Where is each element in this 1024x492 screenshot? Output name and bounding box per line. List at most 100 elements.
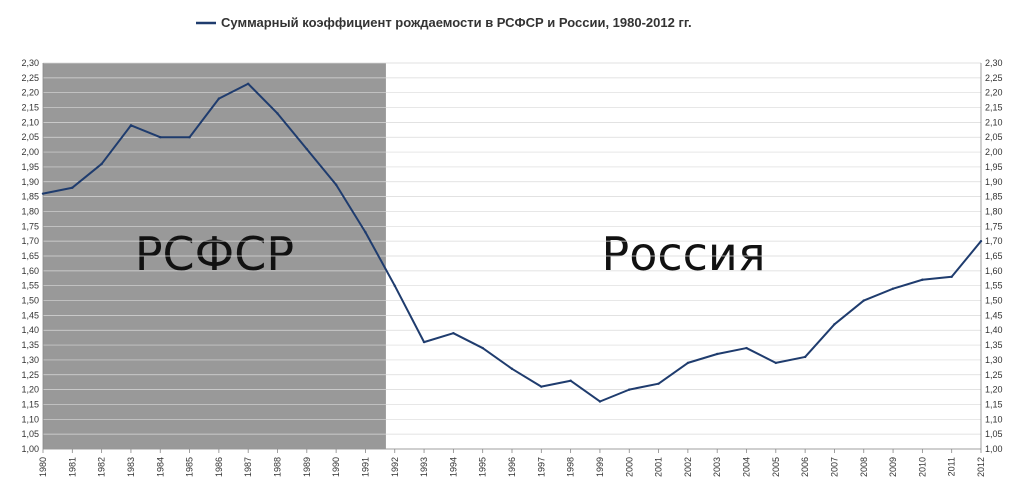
y-tick-label-left: 1,30 xyxy=(21,355,39,365)
x-tick-label: 1993 xyxy=(419,457,429,477)
data-point-1983 xyxy=(129,124,133,127)
data-point-1984 xyxy=(159,136,162,139)
y-tick-label-right: 1,25 xyxy=(985,370,1003,380)
data-point-2001 xyxy=(657,382,660,385)
x-tick-label: 2012 xyxy=(976,457,986,477)
y-tick-label-left: 2,10 xyxy=(21,117,39,127)
x-tick-label: 2000 xyxy=(624,457,634,477)
y-tick-label-right: 1,50 xyxy=(985,296,1003,306)
data-point-1991 xyxy=(364,231,367,234)
x-tick-label: 2003 xyxy=(712,457,722,477)
data-point-2010 xyxy=(921,278,924,281)
y-tick-label-right: 1,60 xyxy=(985,266,1003,276)
x-tick-label: 1989 xyxy=(302,457,312,477)
y-tick-label-right: 2,25 xyxy=(985,73,1003,83)
x-tick-label: 1997 xyxy=(536,457,546,477)
data-point-2007 xyxy=(833,323,836,326)
y-tick-label-left: 1,85 xyxy=(21,192,39,202)
y-tick-label-right: 1,55 xyxy=(985,281,1003,291)
data-point-2005 xyxy=(774,361,778,365)
data-point-1982 xyxy=(100,162,103,166)
x-tick-label: 2006 xyxy=(800,457,810,477)
y-tick-label-right: 1,35 xyxy=(985,340,1003,350)
data-point-1996 xyxy=(510,367,514,371)
axes-layer: 1,00 1,00 1,05 1,05 1,10 1,10 1,15 1,15 1,20 1,20… xyxy=(21,58,1002,477)
y-tick-label-left: 1,60 xyxy=(21,266,39,276)
x-tick-label: 2011 xyxy=(947,457,957,476)
legend-label: Суммарный коэффициент рождаемости в РСФС… xyxy=(221,15,692,30)
x-tick-label: 1992 xyxy=(390,457,400,477)
y-tick-label-left: 2,00 xyxy=(21,147,39,157)
data-point-2008 xyxy=(862,299,865,302)
y-tick-label-left: 1,80 xyxy=(21,206,39,216)
x-tick-label: 2001 xyxy=(654,457,664,477)
y-tick-label-right: 2,00 xyxy=(985,147,1003,157)
x-tick-label: 1999 xyxy=(595,457,605,477)
data-point-1999 xyxy=(598,400,602,403)
x-tick-label: 1982 xyxy=(97,457,107,477)
y-tick-label-left: 1,00 xyxy=(21,444,39,454)
data-point-1994 xyxy=(452,332,455,335)
y-tick-label-right: 1,20 xyxy=(985,385,1003,395)
y-tick-label-right: 1,40 xyxy=(985,325,1003,335)
x-tick-label: 2007 xyxy=(829,457,839,477)
y-tick-label-right: 1,65 xyxy=(985,251,1003,261)
y-tick-label-left: 1,15 xyxy=(21,399,39,409)
x-tick-label: 2009 xyxy=(888,457,898,477)
data-point-1985 xyxy=(188,136,191,139)
x-tick-label: 2005 xyxy=(771,457,781,477)
y-tick-label-right: 2,30 xyxy=(985,58,1003,68)
y-tick-label-right: 2,10 xyxy=(985,117,1003,127)
data-point-1992 xyxy=(393,284,396,287)
y-tick-label-left: 1,50 xyxy=(21,296,39,306)
y-tick-label-left: 1,05 xyxy=(21,429,39,439)
data-point-1990 xyxy=(334,183,338,186)
y-tick-label-left: 1,55 xyxy=(21,281,39,291)
y-tick-label-left: 1,25 xyxy=(21,370,39,380)
y-tick-label-right: 1,15 xyxy=(985,399,1003,409)
data-point-1993 xyxy=(422,340,426,344)
x-tick-label: 2010 xyxy=(917,457,927,477)
y-tick-label-left: 2,30 xyxy=(21,58,39,68)
y-tick-label-left: 2,20 xyxy=(21,88,39,98)
data-point-2006 xyxy=(803,355,807,359)
y-tick-label-left: 1,20 xyxy=(21,385,39,395)
x-tick-label: 1986 xyxy=(214,457,224,477)
y-tick-label-right: 2,05 xyxy=(985,132,1003,142)
y-tick-label-left: 1,70 xyxy=(21,236,39,246)
data-point-1980 xyxy=(41,192,45,195)
data-point-2003 xyxy=(715,352,719,356)
x-tick-label: 1984 xyxy=(155,457,165,477)
y-tick-label-right: 1,70 xyxy=(985,236,1003,246)
x-tick-label: 2008 xyxy=(859,457,869,477)
y-tick-label-left: 1,35 xyxy=(21,340,39,350)
y-tick-label-left: 1,45 xyxy=(21,310,39,320)
data-point-2011 xyxy=(950,275,953,278)
x-tick-label: 1990 xyxy=(331,457,341,477)
x-tick-label: 1988 xyxy=(273,457,283,477)
y-tick-label-right: 1,00 xyxy=(985,444,1003,454)
y-tick-label-left: 1,10 xyxy=(21,414,39,424)
x-tick-label: 1991 xyxy=(360,457,370,477)
y-tick-label-right: 1,05 xyxy=(985,429,1003,439)
y-tick-label-right: 1,45 xyxy=(985,310,1003,320)
data-point-1995 xyxy=(481,346,484,350)
y-tick-label-left: 1,95 xyxy=(21,162,39,172)
x-tick-label: 2004 xyxy=(742,457,752,477)
data-point-1986 xyxy=(217,97,221,100)
data-point-1998 xyxy=(569,379,572,382)
data-point-1997 xyxy=(540,385,543,388)
x-tick-label: 1995 xyxy=(478,457,488,477)
y-tick-label-right: 2,20 xyxy=(985,88,1003,98)
x-tick-label: 1983 xyxy=(126,457,136,477)
data-point-2009 xyxy=(891,287,895,290)
y-tick-label-right: 1,90 xyxy=(985,177,1003,187)
y-tick-label-left: 2,05 xyxy=(21,132,39,142)
data-point-2002 xyxy=(686,361,690,365)
y-tick-label-right: 1,80 xyxy=(985,206,1003,216)
y-tick-label-left: 2,15 xyxy=(21,103,39,113)
y-tick-label-right: 1,10 xyxy=(985,414,1003,424)
region-label-россия: Россия xyxy=(601,227,765,281)
x-tick-label: 1998 xyxy=(566,457,576,477)
